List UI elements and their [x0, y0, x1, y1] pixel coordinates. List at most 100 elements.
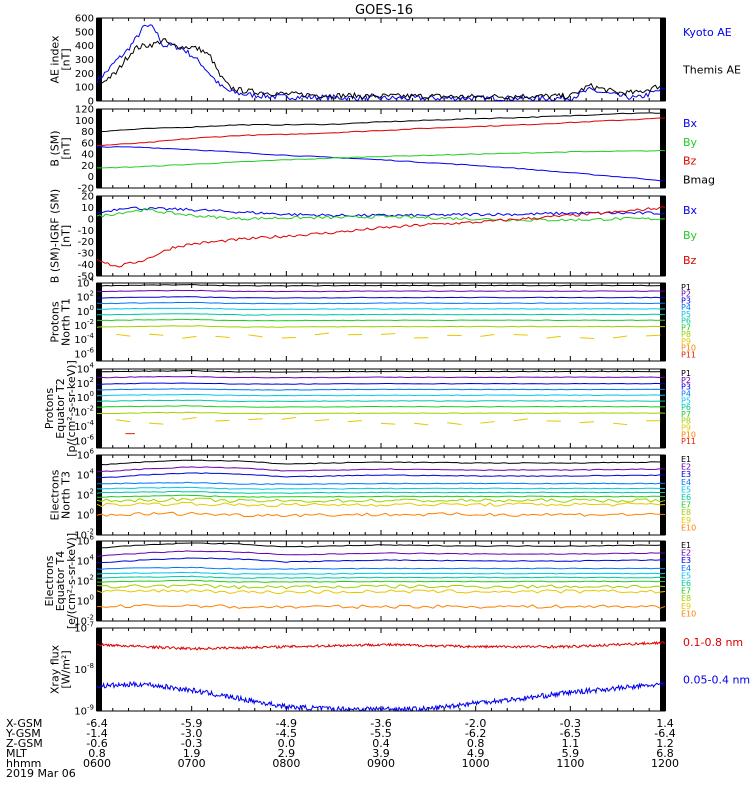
- legend-channel: E6: [681, 493, 691, 502]
- y-tick-label: 100: [77, 508, 94, 522]
- level-line-6: [97, 318, 665, 322]
- level-dash-8: [115, 333, 131, 337]
- level-line-5: [97, 313, 665, 316]
- level-dash-8: [480, 421, 495, 424]
- series-line-3: [97, 149, 665, 169]
- level-dash-8: [182, 417, 197, 420]
- legend-entry: Bz: [683, 254, 697, 267]
- legend-entry: Bx: [683, 204, 698, 217]
- legend-channel: P8: [681, 417, 691, 426]
- ephemeris-value: -3.0: [181, 727, 202, 740]
- legend-channel: E3: [681, 556, 691, 565]
- legend-channel: P11: [681, 437, 696, 446]
- y-tick-label: 10-8: [74, 662, 94, 676]
- panel-frame: [96, 108, 666, 189]
- ephemeris-value: 0800: [272, 757, 300, 770]
- legend-channel: E10: [681, 609, 696, 618]
- ephemeris-label: Y-GSM: [5, 727, 41, 740]
- series-line-0: [97, 206, 665, 218]
- y-axis-title: Protons: [43, 388, 56, 429]
- legend-channel: E8: [681, 508, 691, 517]
- y-axis-title: Protons: [49, 301, 62, 342]
- y-tick-exponent: -8: [87, 662, 94, 670]
- level-dash-8: [612, 335, 628, 339]
- level-line-4: [97, 307, 665, 311]
- y-tick-exponent: -7: [87, 621, 94, 629]
- y-tick-label: -20: [78, 184, 94, 195]
- legend-channel: P5: [681, 310, 691, 319]
- plot-title: GOES-16: [355, 3, 413, 18]
- level-dash-8: [215, 335, 230, 338]
- y-tick-label: 200: [75, 69, 94, 80]
- level-line-7: [97, 325, 665, 328]
- y-tick-label: 100: [77, 390, 94, 404]
- level-line-1: [97, 375, 665, 379]
- panel-lines: [97, 206, 665, 268]
- level-line-3: [97, 481, 665, 485]
- panel-ae: 0 100 200 300 400 500 600 AE index[nT] Kyoto AE T…: [49, 14, 741, 108]
- panel-lines: [97, 369, 665, 435]
- legend-channel: P5: [681, 396, 691, 405]
- y-tick-label: 10-6: [74, 346, 94, 360]
- y-axis-title: [e/(cm²-s-sr-keV)]: [65, 533, 78, 629]
- level-dash-8: [612, 422, 628, 426]
- level-dash-8: [248, 334, 263, 338]
- right-edge-bar: [660, 369, 666, 448]
- panel-frame: [96, 627, 666, 712]
- y-axis-title: Equator T4: [54, 551, 67, 611]
- ephemeris-value: 0.8: [467, 737, 485, 750]
- legend-channel: P10: [681, 344, 696, 353]
- ephemeris-value: 3.9: [372, 747, 390, 760]
- series-line-0: [97, 24, 665, 101]
- panel-xray: 10-7 10-8 10-9 Xray flux[W/m²] 0.1-0.8 nm 0.0…: [49, 621, 750, 718]
- legend-channel: E7: [681, 587, 691, 596]
- y-axis-title: [nT]: [60, 225, 73, 247]
- legend-entry: 0.05-0.4 nm: [683, 674, 750, 687]
- level-line-6: [97, 494, 665, 498]
- level-dash-8: [513, 334, 528, 336]
- ephemeris-value: 0700: [178, 757, 206, 770]
- legend-channel: E5: [681, 485, 691, 494]
- ephemeris-label: MLT: [6, 747, 27, 760]
- ephemeris-value: -2.0: [465, 717, 486, 730]
- legend-channel: P10: [681, 430, 696, 439]
- y-tick-exponent: 4: [90, 362, 95, 370]
- y-axis-title: B (SM)-IGRF (SM): [49, 189, 62, 283]
- y-tick-label: 100: [75, 83, 94, 94]
- level-line-6: [97, 405, 665, 408]
- y-tick-label: 102: [77, 574, 94, 588]
- right-edge-bar: [660, 628, 666, 711]
- y-axis-title: [W/m²]: [60, 650, 73, 688]
- y-tick-label: 100: [77, 594, 94, 608]
- y-tick-label: 10-7: [74, 621, 94, 635]
- ephemeris-value: -0.3: [181, 737, 202, 750]
- level-dash-8: [149, 333, 164, 336]
- y-tick-label: 0: [88, 172, 94, 183]
- y-tick-label: 600: [75, 14, 94, 25]
- y-tick-label: 60: [81, 138, 94, 149]
- legend-channel: E4: [681, 564, 691, 573]
- y-axis-title: Electrons: [49, 469, 62, 520]
- y-tick-label: 500: [75, 27, 94, 38]
- panel-frame: [96, 282, 666, 362]
- ephemeris-value: 0.4: [372, 737, 390, 750]
- y-tick-exponent: -9: [87, 704, 94, 712]
- level-dash-8: [314, 332, 329, 336]
- level-dash-8: [546, 335, 561, 339]
- y-axis-title: Xray flux: [49, 644, 62, 694]
- panel-frame: [96, 368, 666, 449]
- level-line-3: [97, 388, 665, 391]
- level-dash-8: [115, 419, 131, 423]
- ephemeris-value: 1000: [462, 757, 490, 770]
- level-line-8: [97, 588, 665, 595]
- series-line-2: [97, 146, 665, 182]
- level-line-2: [97, 472, 665, 479]
- legend-channel: P4: [681, 389, 691, 398]
- panel-frame: [96, 195, 666, 277]
- right-edge-bar: [660, 455, 666, 535]
- y-tick-exponent: 4: [90, 554, 95, 562]
- y-axis-title: [p/(cm²-s-sr-keV)]: [65, 360, 78, 457]
